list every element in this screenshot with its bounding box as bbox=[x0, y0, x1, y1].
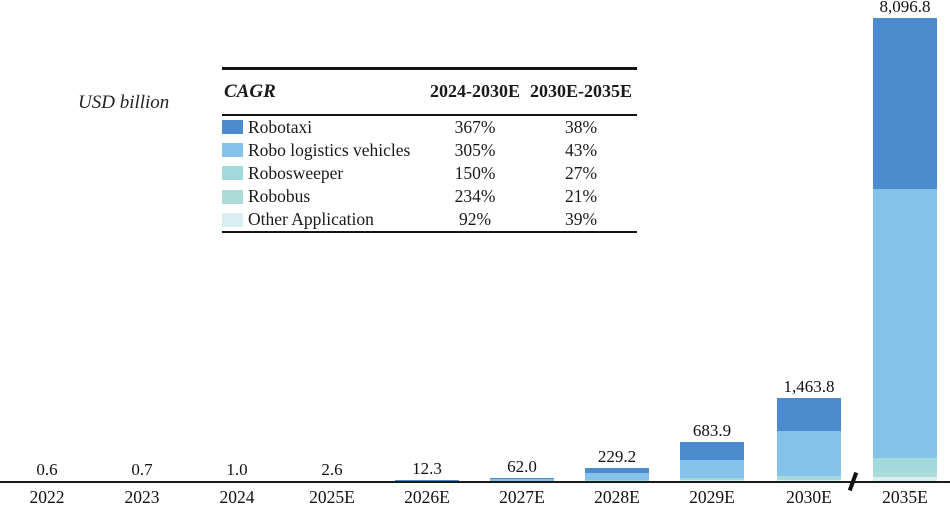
unit-label: USD billion bbox=[78, 92, 170, 113]
cagr-value-2024-2030e: 234% bbox=[454, 186, 496, 207]
x-axis-line bbox=[0, 481, 950, 483]
bar-segment-other-application bbox=[680, 480, 744, 481]
cagr-value-2030e-2035e: 27% bbox=[564, 162, 598, 183]
x-axis-label-2029e: 2029E bbox=[689, 487, 735, 507]
bar-segment-robosweeper bbox=[585, 479, 649, 481]
bar-value-label-2025e: 2.6 bbox=[321, 459, 343, 479]
bar-segment-robotaxi bbox=[680, 442, 744, 460]
cagr-legend-table: CAGR 2024-2030E 2030E-2035E Robotaxi 367%… bbox=[222, 67, 637, 234]
legend-row-robobus: Robobus 234% 21% bbox=[222, 185, 637, 208]
bar-segment-robotaxi bbox=[777, 398, 841, 432]
bar-value-label-2028e: 229.2 bbox=[597, 447, 637, 467]
bar-value-label-2029e: 683.9 bbox=[692, 421, 732, 441]
table-body: Robotaxi 367% 38% Robo logistics vehicles 30… bbox=[222, 116, 637, 232]
bar-2035e bbox=[873, 18, 937, 481]
bar-segment-robo-logistics-vehicles bbox=[680, 459, 744, 478]
legend-swatch-icon bbox=[222, 120, 243, 135]
legend-swatch-icon bbox=[222, 166, 243, 181]
legend-swatch-icon bbox=[222, 212, 243, 227]
legend-name-cell: Robosweeper bbox=[222, 163, 425, 184]
bar-value-label-2026e: 12.3 bbox=[412, 459, 442, 479]
legend-name-cell: Robo logistics vehicles bbox=[222, 140, 425, 161]
legend-label: Robosweeper bbox=[248, 162, 344, 183]
table-rule-top bbox=[222, 67, 637, 70]
legend-name-cell: Robotaxi bbox=[222, 117, 425, 138]
legend-swatch-icon bbox=[222, 143, 243, 158]
bar-segment-robosweeper bbox=[680, 477, 744, 480]
bar-segment-robo-logistics-vehicles bbox=[777, 431, 841, 476]
legend-swatch-icon bbox=[222, 189, 243, 204]
cagr-value-2024-2030e: 367% bbox=[454, 116, 496, 137]
legend-label: Other Application bbox=[248, 209, 374, 230]
cagr-value-2024-2030e: 305% bbox=[454, 139, 496, 160]
legend-row-robo-logistics-vehicles: Robo logistics vehicles 305% 43% bbox=[222, 139, 637, 162]
cagr-value-2030e-2035e: 39% bbox=[564, 209, 598, 230]
cagr-value-2030e-2035e: 38% bbox=[564, 116, 598, 137]
bar-segment-robosweeper bbox=[873, 458, 937, 472]
cagr-value-2030e-2035e: 43% bbox=[564, 139, 598, 160]
legend-label: Robo logistics vehicles bbox=[248, 139, 411, 160]
bar-segment-robosweeper bbox=[777, 476, 841, 479]
legend-row-robotaxi: Robotaxi 367% 38% bbox=[222, 116, 637, 139]
cagr-value-2024-2030e: 150% bbox=[454, 162, 496, 183]
bar-segment-other-application bbox=[777, 479, 841, 481]
bar-segment-robotaxi bbox=[490, 477, 554, 479]
legend-row-robosweeper: Robosweeper 150% 27% bbox=[222, 162, 637, 185]
table-rule-bottom bbox=[222, 231, 637, 234]
bar-2029e bbox=[680, 442, 744, 481]
bar-segment-robobus bbox=[873, 471, 937, 478]
bar-segment-other-application bbox=[873, 477, 937, 481]
bar-value-label-2023: 0.7 bbox=[131, 459, 153, 479]
bar-2026e bbox=[395, 480, 459, 481]
bar-value-label-2035e: 8,096.8 bbox=[879, 0, 931, 16]
bar-segment-robobus bbox=[777, 478, 841, 480]
bar-2027e bbox=[490, 477, 554, 482]
bar-value-label-2027e: 62.0 bbox=[507, 456, 537, 476]
x-axis-label-2023: 2023 bbox=[124, 487, 160, 507]
x-axis-label-2027e: 2027E bbox=[499, 487, 545, 507]
bar-segment-robo-logistics-vehicles bbox=[490, 478, 554, 481]
table-header-2030e-2035e: 2030E-2035E bbox=[529, 81, 632, 101]
cagr-value-2030e-2035e: 21% bbox=[564, 186, 598, 207]
x-axis-label-2025e: 2025E bbox=[309, 487, 355, 507]
x-axis-label-2028e: 2028E bbox=[594, 487, 640, 507]
bar-segment-robo-logistics-vehicles bbox=[585, 472, 649, 480]
table-header-cagr: CAGR bbox=[224, 80, 276, 102]
x-axis-label-2022: 2022 bbox=[29, 487, 65, 507]
cagr-value-2024-2030e: 92% bbox=[458, 209, 492, 230]
bar-2028e bbox=[585, 468, 649, 481]
bar-segment-robotaxi bbox=[873, 18, 937, 190]
bar-2030e bbox=[777, 398, 841, 481]
table-header-2024-2030e: 2024-2030E bbox=[430, 81, 520, 101]
x-axis-label-2030e: 2030E bbox=[786, 487, 832, 507]
table-header-row: CAGR 2024-2030E 2030E-2035E bbox=[222, 70, 637, 114]
x-axis-label-2035e: 2035E bbox=[882, 487, 928, 507]
bar-segment-robo-logistics-vehicles bbox=[873, 189, 937, 458]
legend-row-other-application: Other Application 92% 39% bbox=[222, 208, 637, 231]
legend-label: Robotaxi bbox=[248, 116, 313, 137]
legend-label: Robobus bbox=[248, 186, 311, 207]
bar-segment-robotaxi bbox=[585, 468, 649, 473]
bar-value-label-2030e: 1,463.8 bbox=[783, 377, 835, 396]
x-axis-label-2024: 2024 bbox=[219, 487, 255, 507]
legend-name-cell: Robobus bbox=[222, 186, 425, 207]
x-axis-label-2026e: 2026E bbox=[404, 487, 450, 507]
bar-value-label-2022: 0.6 bbox=[36, 459, 58, 479]
bar-value-label-2024: 1.0 bbox=[226, 459, 248, 479]
bar-segment-robobus bbox=[680, 479, 744, 481]
table-rule-mid bbox=[222, 113, 637, 116]
legend-name-cell: Other Application bbox=[222, 209, 425, 230]
